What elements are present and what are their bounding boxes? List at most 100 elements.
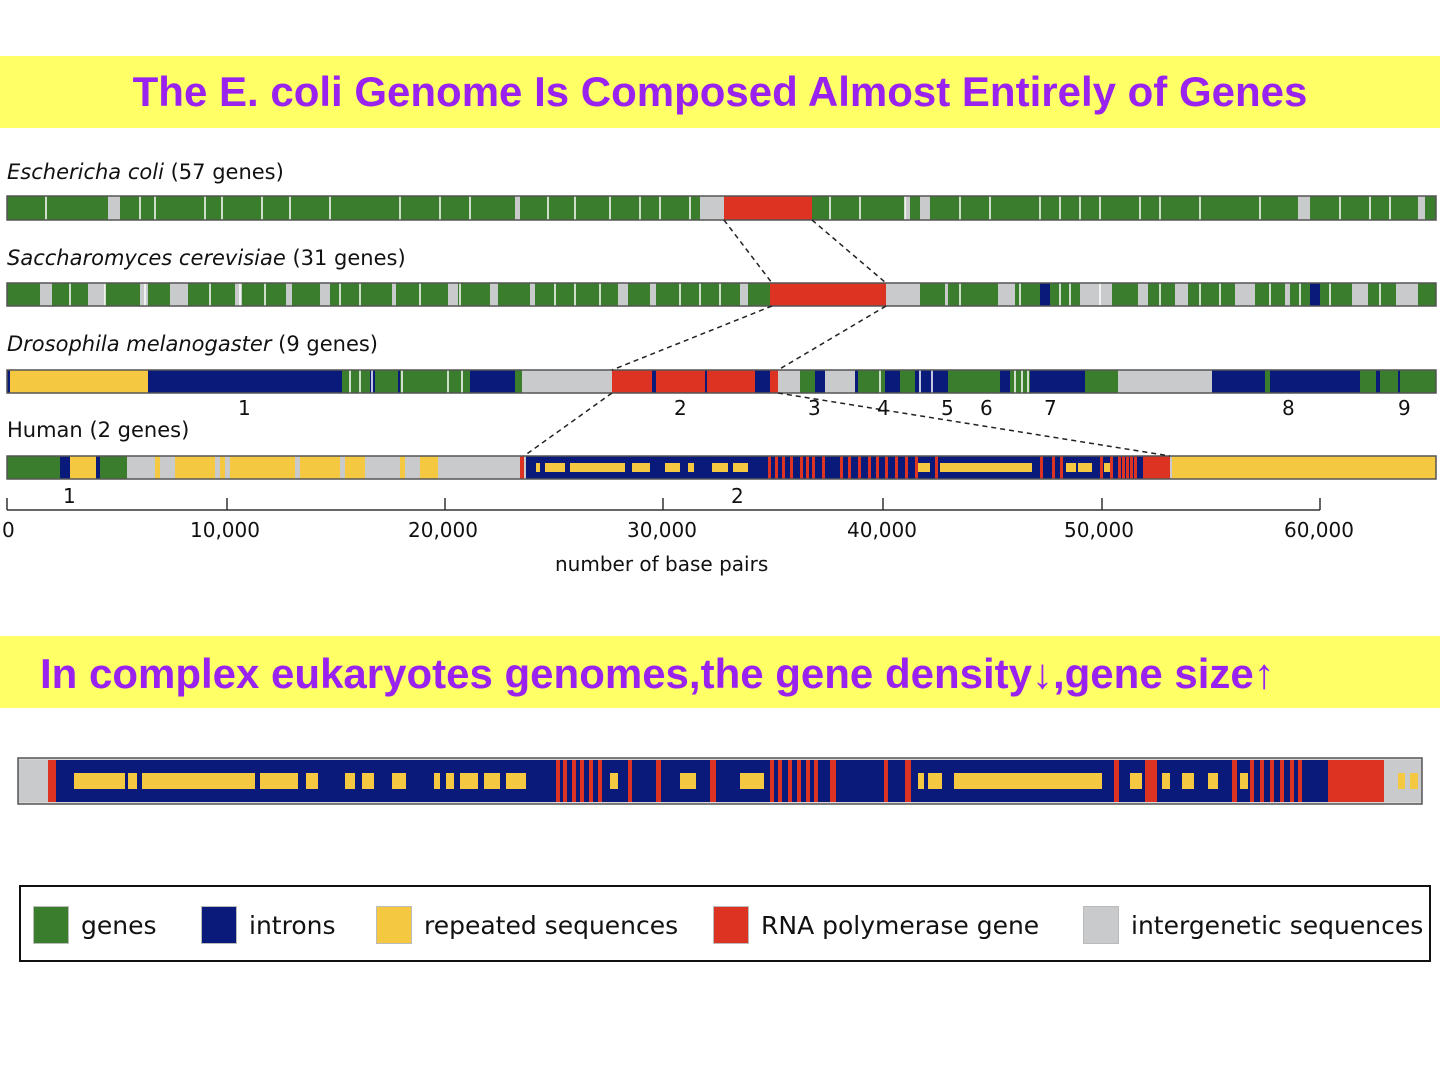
zoom-segment [1328, 760, 1384, 802]
yeast-segment [448, 283, 458, 306]
zoom-polymerase-exon [788, 760, 792, 802]
human-repeat [545, 463, 565, 472]
zoom-repeat [446, 773, 454, 789]
zoom-polymerase-exon [1290, 760, 1294, 802]
zoom-polymerase-exon [1250, 760, 1254, 802]
yeast-segment [945, 283, 948, 306]
zoom-polymerase-exon [1145, 760, 1157, 802]
yeast-segment [530, 283, 535, 306]
drosophila-segment [612, 370, 652, 393]
zoom-polymerase-exon [1114, 760, 1119, 802]
connector-line [523, 392, 613, 457]
zoom-polymerase-exon [830, 760, 836, 802]
axis-tick-label: 20,000 [408, 518, 478, 542]
legend-item-rna-polymerase: RNA polymerase gene [713, 905, 1039, 945]
gene-count: (31 genes) [292, 246, 406, 270]
yeast-segment [286, 283, 292, 306]
human-polymerase-exon [782, 456, 785, 479]
zoom-repeat [1410, 773, 1418, 789]
zoom-polymerase-exon [598, 760, 602, 802]
drosophila-segment [400, 370, 470, 393]
drosophila-segment [770, 370, 778, 393]
drosophila-gene-number: 8 [1282, 396, 1295, 420]
drosophila-segment [342, 370, 370, 393]
yeast-track-outline [6, 282, 1437, 307]
zoom-repeat [680, 773, 696, 789]
human-segment [7, 456, 60, 479]
human-segment [520, 456, 524, 479]
zoom-repeat [142, 773, 255, 789]
human-segment [155, 456, 160, 479]
drosophila-segment [10, 370, 148, 393]
human-polymerase-exon [790, 456, 793, 479]
zoom-repeat [1162, 773, 1170, 789]
human-segment [420, 456, 438, 479]
yeast-segment [140, 283, 148, 306]
connector-line [723, 219, 773, 284]
drosophila-gene-number: 3 [808, 396, 821, 420]
human-repeat [1000, 463, 1032, 472]
connector-line [811, 219, 887, 284]
human-polymerase-exon [876, 456, 879, 479]
ecoli-segment [700, 196, 724, 220]
zoom-polymerase-exon [797, 760, 801, 802]
yeast-segment [618, 283, 628, 306]
legend-swatch [1083, 906, 1119, 944]
yeast-segment [1235, 283, 1255, 306]
legend-item-repeated: repeated sequences [376, 905, 678, 945]
ecoli-segment [1418, 196, 1425, 220]
legend-label: intergenetic sequences [1131, 910, 1424, 940]
zoom-repeat [434, 773, 440, 789]
legend-swatch [201, 906, 237, 944]
yeast-segment [1080, 283, 1112, 306]
human-repeat [570, 463, 625, 472]
yeast-segment [1310, 283, 1320, 306]
gene-count: (57 genes) [170, 160, 284, 184]
zoom-polymerase-exon [806, 760, 810, 802]
human-polymerase-exon [885, 456, 888, 479]
legend-label: introns [249, 910, 336, 940]
human-repeat [1104, 463, 1112, 472]
human-polymerase-exon [1040, 456, 1043, 479]
slide-subtitle: In complex eukaryotes genomes,the gene d… [40, 650, 1275, 697]
connector-line [777, 392, 1171, 457]
zoom-repeat [362, 773, 374, 789]
zoom-repeat [306, 773, 318, 789]
zoom-repeat [1398, 773, 1405, 789]
zoom-repeat [506, 773, 526, 789]
zoom-polymerase-exon [628, 760, 632, 802]
track-label-drosophila: Drosophila melanogaster (9 genes) [7, 332, 378, 356]
zoom-polymerase-exon [556, 760, 560, 802]
zoom-repeat [928, 773, 942, 789]
yeast-segment [490, 283, 498, 306]
zoom-polymerase-exon [1232, 760, 1237, 802]
human-polymerase-exon [812, 456, 815, 479]
yeast-segment [1138, 283, 1148, 306]
drosophila-segment [948, 370, 968, 393]
human-polymerase-exon [806, 456, 809, 479]
human-segment [1143, 456, 1170, 479]
drosophila-gene-number: 7 [1044, 396, 1057, 420]
drosophila-segment [707, 370, 755, 393]
drosophila-segment [656, 370, 705, 393]
human-segment [400, 456, 405, 479]
track-label-yeast: Saccharomyces cerevisiae (31 genes) [7, 246, 406, 270]
yeast-segment [886, 283, 920, 306]
axis-tick-label: 30,000 [627, 518, 697, 542]
yeast-segment [170, 283, 188, 306]
yeast-segment [1285, 283, 1290, 306]
species-name: Escherich​a coli [7, 160, 164, 184]
human-polymerase-exon [840, 456, 843, 479]
zoom-polymerase-exon [778, 760, 782, 802]
human-track-outline [6, 455, 1437, 480]
drosophila-segment [778, 370, 800, 393]
human-polymerase-exon [848, 456, 851, 479]
drosophila-gene-number: 1 [238, 396, 251, 420]
species-name: Drosophila melanogaster [7, 332, 272, 356]
zoom-repeat [1240, 773, 1248, 789]
human-polymerase-exon [800, 456, 803, 479]
yeast-segment [1175, 283, 1188, 306]
human-polymerase-exon [1118, 456, 1121, 479]
human-repeat [915, 463, 930, 472]
gene-count: (9 genes) [278, 332, 378, 356]
